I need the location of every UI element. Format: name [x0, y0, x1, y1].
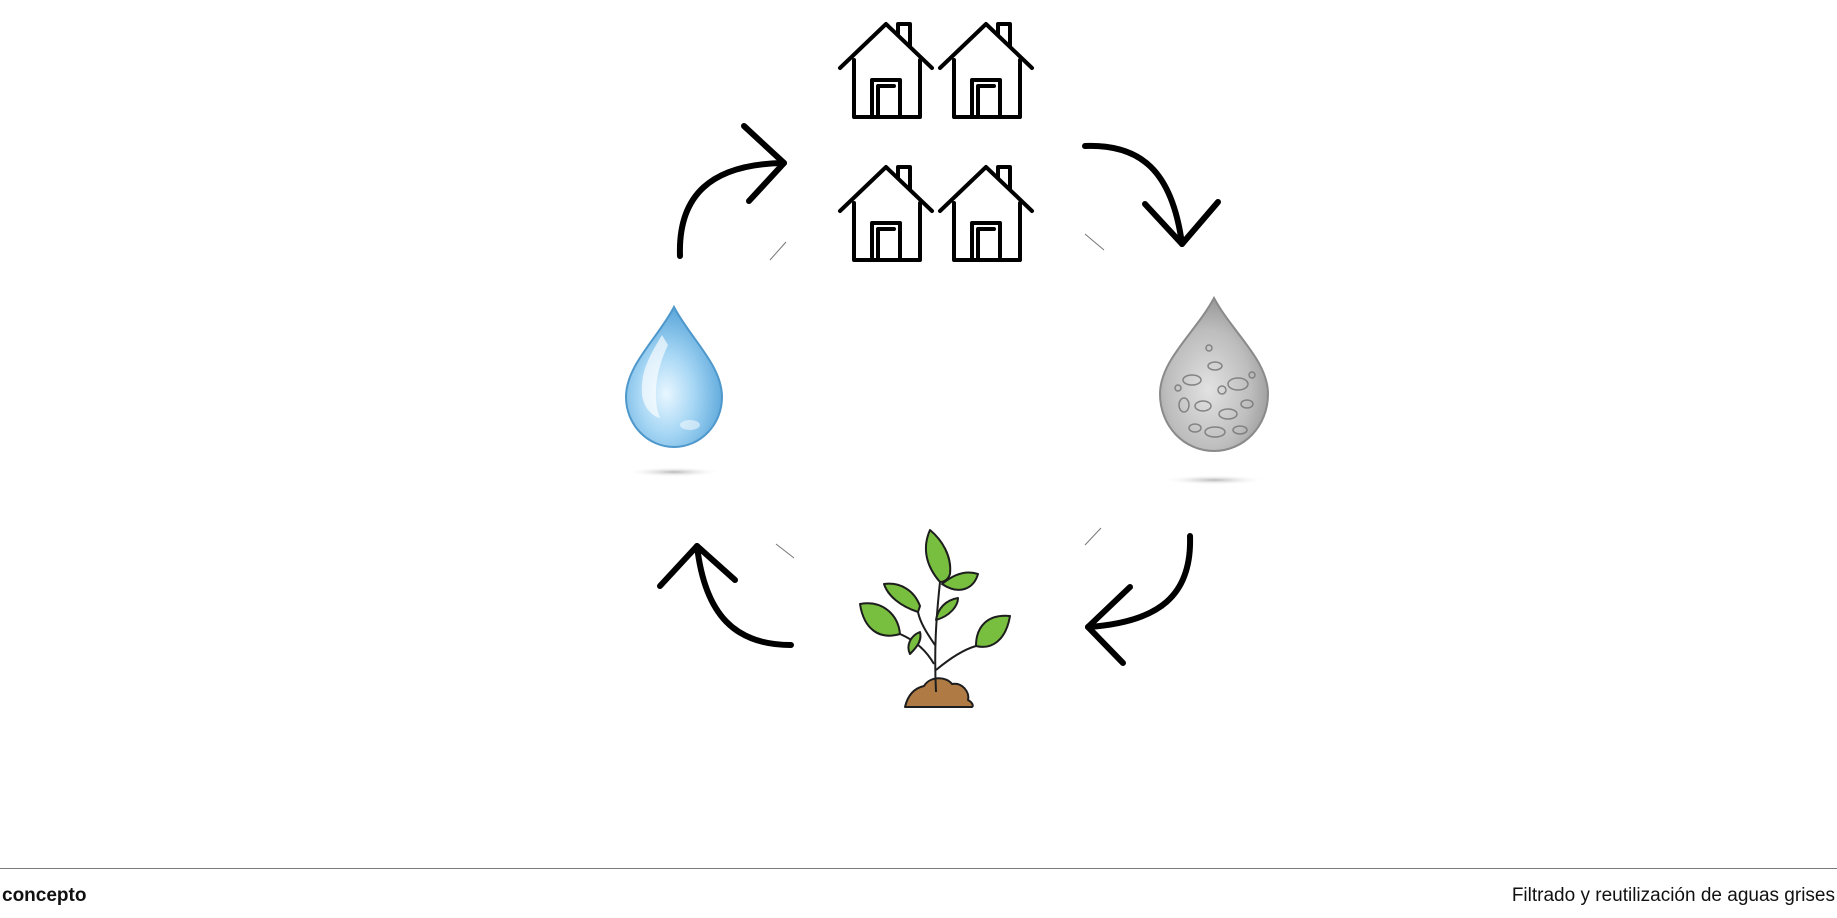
house-icon [938, 22, 1034, 119]
arrow-houses-to-grey-water-icon [1082, 142, 1221, 247]
house-icon [838, 22, 934, 119]
clean-water-drop-icon [624, 304, 724, 477]
arrow-grey-water-to-plant-icon [1085, 533, 1194, 666]
house-icon [838, 165, 934, 262]
grey-water-drop-icon [1158, 295, 1270, 485]
footer-title: Filtrado y reutilización de aguas grises [1511, 885, 1835, 906]
arrow-clean-water-to-houses-icon [676, 123, 787, 259]
footer-divider [0, 868, 1837, 869]
plant-icon [859, 529, 1011, 708]
houses-group-icon [838, 22, 1034, 262]
arrow-plant-to-clean-water-icon [657, 543, 794, 648]
footer-section-label: concepto [2, 885, 87, 906]
decorative-marks [769, 233, 1105, 559]
house-icon [938, 165, 1034, 262]
